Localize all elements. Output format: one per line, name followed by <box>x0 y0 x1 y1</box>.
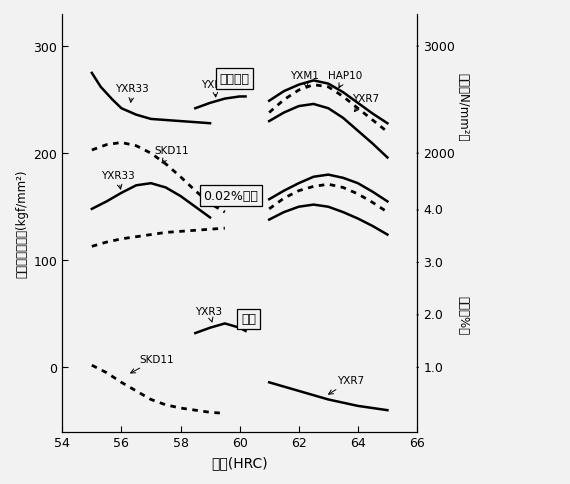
Text: SKD11: SKD11 <box>131 354 174 373</box>
Text: 2000: 2000 <box>424 148 455 160</box>
Text: 4.0: 4.0 <box>424 204 443 217</box>
Text: HAP10: HAP10 <box>328 71 363 89</box>
Text: YXR7: YXR7 <box>329 376 364 394</box>
Text: YXR3: YXR3 <box>196 306 222 322</box>
X-axis label: 硬さ(HRC): 硬さ(HRC) <box>211 455 268 469</box>
Y-axis label: 耗力・引張強さ(kgf/mm²): 耗力・引張強さ(kgf/mm²) <box>15 169 28 277</box>
Text: YXR33: YXR33 <box>116 84 149 103</box>
Text: YXR7: YXR7 <box>352 93 379 112</box>
Text: SKD11: SKD11 <box>154 146 189 164</box>
Text: YXM1: YXM1 <box>290 71 319 88</box>
Text: 2.0: 2.0 <box>424 309 443 322</box>
Text: 3000: 3000 <box>424 41 455 54</box>
Text: 強度（N/mm²）: 強度（N/mm²） <box>457 73 470 141</box>
Text: YXR33: YXR33 <box>101 170 135 190</box>
Text: 0.02%耗力: 0.02%耗力 <box>203 190 258 203</box>
Text: 伸び（%）: 伸び（%） <box>457 296 470 334</box>
Text: YXR3: YXR3 <box>201 80 229 98</box>
Text: 引張強さ: 引張強さ <box>219 73 249 86</box>
Text: 3.0: 3.0 <box>424 257 443 270</box>
Text: 1.0: 1.0 <box>424 361 443 374</box>
Text: 伸び: 伸び <box>241 313 256 326</box>
